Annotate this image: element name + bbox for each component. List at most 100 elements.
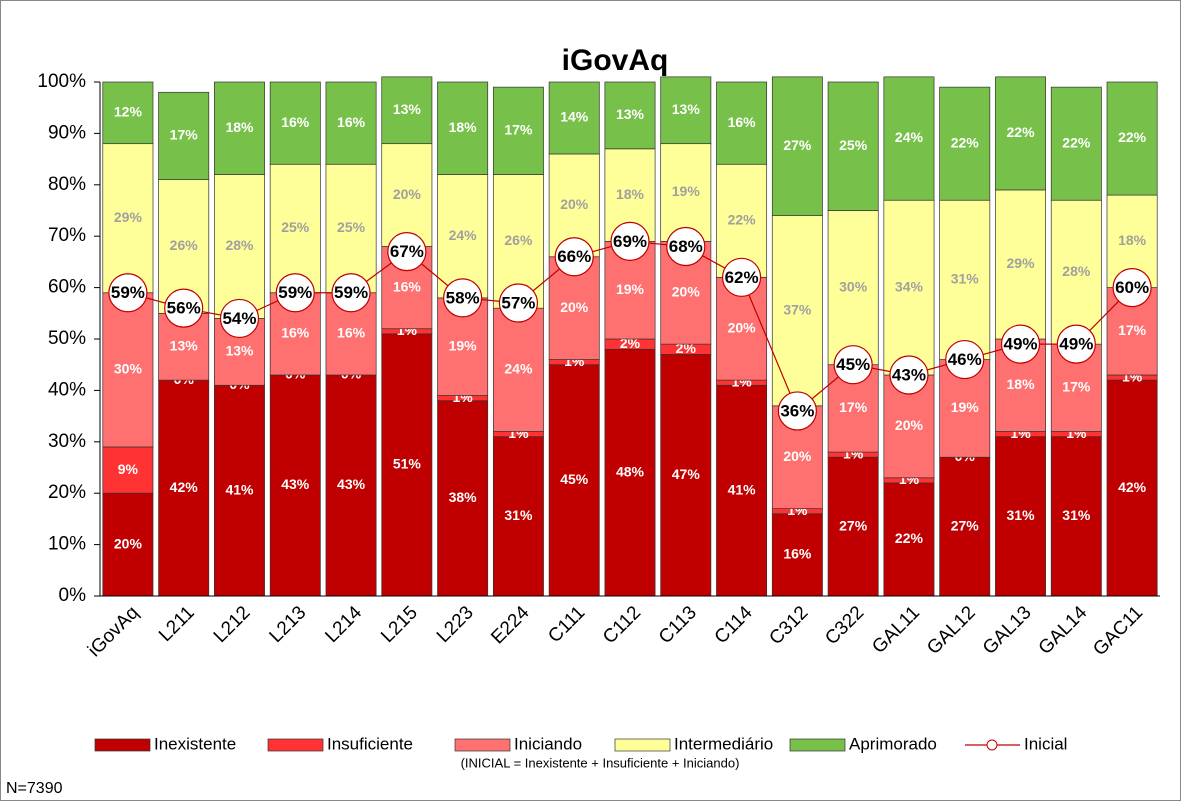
bar-segment	[269, 81, 321, 165]
line-label: 58%	[446, 288, 480, 307]
data-label: 17%	[1062, 379, 1091, 395]
line-label: 67%	[390, 242, 424, 261]
data-label: 31%	[1062, 507, 1091, 523]
bar-segment	[102, 81, 154, 145]
bar-segment	[325, 163, 377, 294]
data-label: 19%	[672, 183, 701, 199]
bar-segment	[660, 354, 712, 597]
data-label: 29%	[114, 209, 143, 225]
bar-segment	[1050, 86, 1102, 201]
bar-segment	[437, 81, 489, 175]
bar-segment	[1106, 81, 1158, 196]
data-label: 12%	[114, 104, 143, 120]
data-label: 20%	[728, 319, 757, 335]
line-label: 46%	[948, 350, 982, 369]
line-marker	[108, 273, 148, 313]
bar-segment	[827, 456, 879, 597]
line-marker	[164, 288, 204, 328]
line-label: 59%	[334, 283, 368, 302]
bar-segment	[492, 436, 544, 597]
legend-marker	[986, 739, 998, 751]
data-label: 18%	[616, 186, 645, 202]
bar-segment	[548, 364, 600, 597]
bar-segment	[381, 143, 433, 247]
line-marker	[777, 391, 817, 431]
data-label: 26%	[170, 237, 199, 253]
data-label: 14%	[560, 109, 589, 125]
bar-segment	[381, 76, 433, 145]
bar-segment	[1106, 379, 1158, 597]
legend-swatch	[614, 738, 671, 752]
bar-segment	[827, 81, 879, 211]
legend-label: Iniciando	[514, 734, 582, 753]
line-marker	[498, 283, 539, 323]
data-label: 20%	[895, 417, 924, 433]
data-label: 16%	[783, 546, 812, 562]
line-label: 66%	[557, 247, 591, 266]
bar-segment	[437, 400, 489, 597]
data-label: 24%	[449, 227, 478, 243]
data-label: 20%	[783, 448, 812, 464]
bar-segment	[995, 76, 1046, 191]
data-label: 18%	[1118, 232, 1147, 248]
line-marker	[387, 232, 427, 272]
bar-segment	[771, 76, 823, 216]
data-label: 28%	[225, 237, 254, 253]
bar-segment	[492, 86, 544, 175]
data-label: 19%	[616, 281, 645, 297]
line-marker	[721, 257, 762, 297]
data-label: 34%	[895, 278, 924, 294]
bar-segment	[771, 215, 823, 407]
data-label: 37%	[783, 301, 812, 317]
bar-segment	[716, 384, 768, 597]
y-tick-label: 80%	[48, 174, 86, 195]
data-label: 27%	[839, 517, 868, 533]
line-marker	[219, 298, 260, 339]
data-label: 28%	[1062, 263, 1091, 279]
data-label: 31%	[504, 507, 533, 523]
line-marker	[945, 339, 985, 380]
bar-segment	[214, 384, 265, 597]
y-tick-label: 10%	[48, 534, 86, 555]
bar-segment	[939, 199, 991, 360]
bar-segment	[158, 379, 210, 597]
data-label: 22%	[1118, 129, 1147, 145]
data-label: 16%	[393, 278, 422, 294]
data-label: 22%	[728, 211, 757, 227]
legend-label: Aprimorado	[849, 734, 937, 753]
data-label: 26%	[504, 232, 533, 248]
data-label: 18%	[449, 119, 478, 135]
data-label: 13%	[616, 106, 645, 122]
y-tick-label: 20%	[48, 482, 86, 503]
line-label: 57%	[501, 294, 535, 313]
y-tick-label: 0%	[59, 585, 87, 606]
bar-segment	[771, 513, 823, 597]
line-label: 49%	[1059, 335, 1093, 354]
y-tick-label: 40%	[48, 379, 86, 400]
line-marker	[833, 345, 873, 385]
legend-swatch	[94, 738, 151, 752]
data-label: 16%	[728, 114, 757, 130]
bar-segment	[548, 81, 600, 155]
data-label: 19%	[951, 399, 980, 415]
data-label: 18%	[1007, 376, 1036, 392]
bar-segment	[883, 482, 935, 597]
bar-segment	[939, 86, 991, 201]
line-label: 56%	[167, 299, 201, 318]
legend-note: (INICIAL = Inexistente + Insuficiente + …	[461, 755, 740, 770]
y-tick-label: 70%	[48, 225, 86, 246]
y-tick-label: 60%	[48, 277, 86, 298]
chart-title: iGovAq	[562, 44, 669, 77]
data-label: 16%	[337, 114, 366, 130]
data-label: 41%	[225, 481, 254, 497]
data-label: 42%	[1118, 479, 1147, 495]
bar-segment	[325, 81, 377, 165]
data-label: 17%	[1118, 322, 1147, 338]
legend-label: Inicial	[1024, 734, 1067, 753]
line-label: 49%	[1004, 335, 1038, 354]
bar-segment	[939, 456, 991, 597]
line-marker	[1112, 268, 1152, 308]
line-marker	[1000, 324, 1041, 364]
bar-segment	[102, 143, 154, 294]
